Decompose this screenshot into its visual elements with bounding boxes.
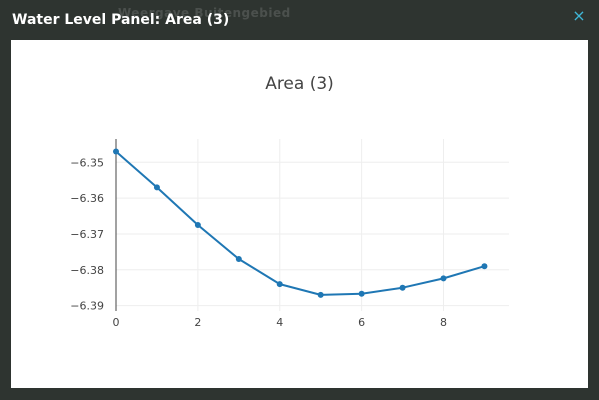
x-tick-label: 8	[440, 316, 447, 329]
y-tick-label: −6.38	[70, 264, 104, 277]
x-tick-label: 4	[276, 316, 283, 329]
data-point	[276, 281, 283, 288]
chart-title: Area (3)	[265, 74, 334, 94]
background-caption: Weergave Buitengebied	[118, 6, 291, 20]
data-point	[440, 275, 447, 282]
x-tick-label: 0	[113, 316, 120, 329]
close-icon[interactable]: ×	[572, 6, 586, 25]
data-point	[317, 291, 324, 298]
line-chart: −6.35 −6.36 −6.37 −6.38 −6.39 0 2 4 6 8	[70, 139, 509, 329]
chart-container: Area (3) −6.35 −6.36 −6.37 −6.38 −6.39 0 2 4 6 8	[11, 40, 588, 388]
panel-titlebar[interactable]: Weergave Buitengebied Water Level Panel:…	[0, 0, 599, 40]
data-point	[194, 222, 201, 228]
y-tick-label: −6.36	[70, 192, 104, 205]
panel-title: Water Level Panel: Area (3)	[12, 12, 230, 28]
data-point	[399, 284, 406, 291]
series-line	[115, 150, 485, 296]
data-point	[113, 148, 119, 155]
y-tick-label: −6.39	[70, 300, 104, 313]
data-point	[235, 256, 242, 263]
y-tick-label: −6.35	[70, 156, 104, 169]
y-tick-label: −6.37	[70, 228, 104, 241]
data-point	[481, 263, 488, 270]
data-point	[153, 184, 160, 191]
x-tick-label: 6	[358, 316, 365, 329]
data-point	[358, 290, 365, 297]
x-tick-label: 2	[194, 316, 201, 329]
